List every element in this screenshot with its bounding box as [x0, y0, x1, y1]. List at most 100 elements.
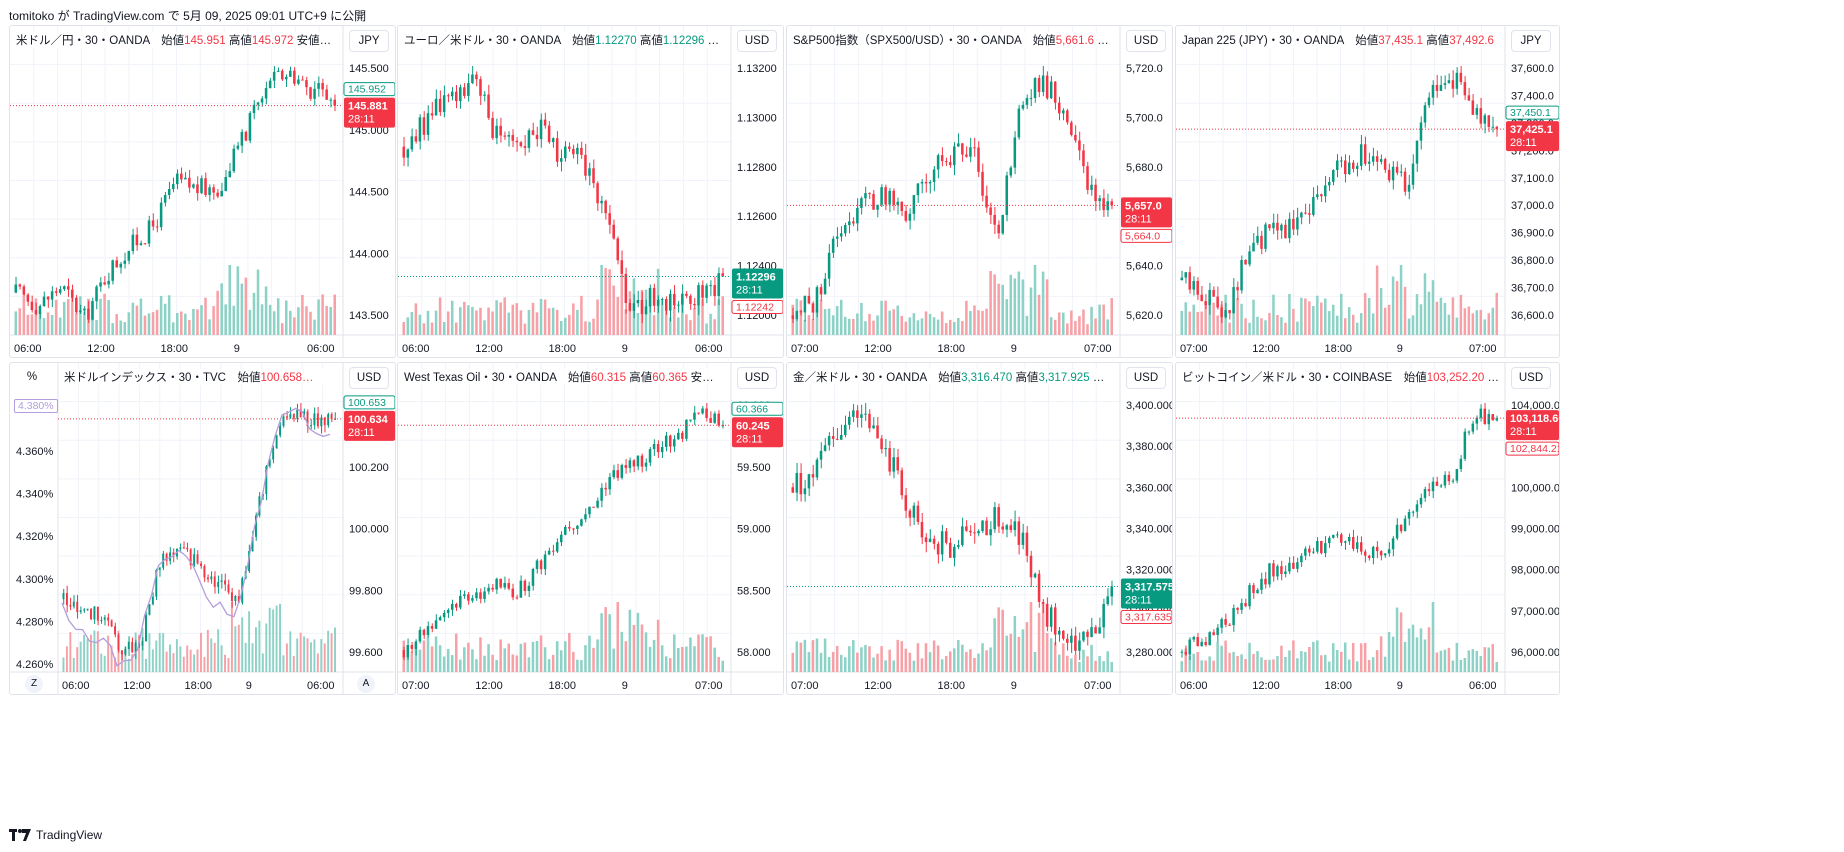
candle-body: [459, 87, 462, 102]
candle-body: [1200, 641, 1203, 647]
candle-body: [1082, 150, 1085, 167]
currency-button[interactable]: USD: [737, 30, 777, 52]
chart-plot[interactable]: 37,600.037,400.037,300.037,200.037,100.0…: [1176, 26, 1560, 358]
volume-bar: [932, 317, 936, 335]
volume-bar: [1025, 622, 1029, 672]
volume-bar: [438, 297, 442, 335]
price-axis-label: 59.000: [737, 524, 771, 536]
open-value: 103,252.20: [1426, 372, 1485, 384]
volume-bar: [1340, 651, 1343, 672]
symbol-legend[interactable]: Japan 225 (JPY)・30・OANDA 始値37,435.1 高値37…: [1182, 32, 1499, 48]
candle-body: [1320, 194, 1323, 197]
symbol-legend[interactable]: ユーロ／米ドル・30・OANDA 始値1.12270 高値1.12296 安値…: [404, 32, 725, 48]
volume-bar: [1308, 301, 1311, 335]
chart-plot[interactable]: 3,400.000 3,380.000 3,360.000 3,340.000 3,32…: [787, 363, 1173, 695]
chart-plot[interactable]: 60.00059.50059.00058.50058.00007:0012:00…: [398, 363, 784, 695]
currency-button[interactable]: USD: [1126, 367, 1166, 389]
volume-bar: [1074, 654, 1077, 672]
volume-bar: [993, 618, 996, 672]
candle-body: [961, 526, 964, 546]
symbol-legend[interactable]: 米ドルインデックス・30・TVC 始値100.658…: [64, 369, 337, 385]
volume-bar: [807, 315, 811, 335]
tradingview-footer[interactable]: TradingView: [9, 826, 102, 844]
volume-bar: [402, 322, 406, 335]
price-axis-label: 98,000.00: [1511, 565, 1560, 577]
price-axis-label: 36,700.0: [1511, 283, 1554, 295]
currency-button[interactable]: USD: [1511, 367, 1551, 389]
high-value: 1.12296: [662, 35, 705, 47]
candle-body: [317, 83, 320, 89]
candle-body: [916, 183, 920, 196]
volume-bar: [495, 660, 498, 672]
candle-body: [608, 213, 611, 225]
candle-body: [1403, 171, 1407, 192]
percent-scale-label[interactable]: %: [26, 371, 38, 383]
volume-bar: [1188, 311, 1191, 335]
volume-bar: [1228, 652, 1231, 672]
symbol-legend[interactable]: S&P500指数（SPX500/USD）・30・OANDA 始値5,661.6 …: [793, 32, 1114, 48]
chart-panel[interactable]: 100.400100.200100.00099.80099.6004.360%4…: [9, 362, 396, 695]
candle-body: [588, 506, 591, 515]
symbol-legend[interactable]: 米ドル／円・30・OANDA 始値145.951 高値145.972 安値145…: [16, 32, 337, 48]
candle-body: [1224, 619, 1227, 625]
candle-body: [446, 95, 450, 97]
last-price-value: 3,317.575: [1125, 582, 1173, 594]
chart-plot[interactable]: 145.500 145.000 144.500 144.000 143.500 06:00…: [10, 26, 396, 358]
chart-panel[interactable]: 1.13200 1.13000 1.12800 1.12600 1.12400 1.120…: [397, 25, 784, 358]
candle-body: [139, 243, 143, 246]
candle-body: [912, 505, 916, 518]
zoom-reset-button[interactable]: Z: [25, 675, 43, 693]
chart-panel[interactable]: 3,400.000 3,380.000 3,360.000 3,340.000 3,32…: [786, 362, 1173, 695]
volume-bar: [186, 645, 189, 672]
chart-panel[interactable]: 37,600.037,400.037,300.037,200.037,100.0…: [1175, 25, 1560, 358]
chart-panel[interactable]: 5,720.05,700.05,680.05,660.05,640.05,620…: [786, 25, 1173, 358]
symbol-legend[interactable]: West Texas Oil・30・OANDA 始値60.315 高値60.36…: [404, 369, 725, 385]
candle-body: [1053, 81, 1057, 103]
last-price-tag: [1506, 410, 1559, 441]
chart-panel[interactable]: 60.00059.50059.00058.50058.00007:0012:00…: [397, 362, 784, 695]
candle-body: [1090, 184, 1093, 190]
candle-body: [1049, 607, 1053, 627]
chart-plot[interactable]: 104,000.00101,000.00100,000.0099,000.009…: [1176, 363, 1560, 695]
volume-bar: [1415, 637, 1419, 672]
candle-body: [1208, 632, 1211, 646]
currency-button[interactable]: USD: [349, 367, 389, 389]
volume-bar: [1312, 305, 1315, 335]
symbol-legend[interactable]: ビットコイン／米ドル・30・COINBASE 始値103,252.20 高値: [1182, 369, 1499, 385]
volume-bar: [1220, 645, 1223, 672]
volume-bar: [1057, 654, 1061, 672]
currency-button[interactable]: USD: [1126, 30, 1166, 52]
candle-body: [265, 466, 268, 495]
chart-plot[interactable]: 5,720.05,700.05,680.05,660.05,640.05,620…: [787, 26, 1173, 358]
volume-bar: [831, 651, 835, 672]
volume-bar: [908, 317, 912, 335]
candle-body: [1256, 589, 1259, 594]
currency-button[interactable]: USD: [737, 367, 777, 389]
candle-body: [1070, 635, 1073, 643]
chart-plot[interactable]: 100.400100.200100.00099.80099.6004.360%4…: [10, 363, 396, 695]
candle-body: [213, 576, 216, 587]
volume-bar: [1264, 659, 1267, 672]
volume-bar: [555, 641, 559, 672]
volume-bar: [1224, 640, 1227, 672]
currency-button[interactable]: JPY: [1511, 30, 1551, 52]
symbol-legend[interactable]: 金／米ドル・30・OANDA 始値3,316.470 高値3,317.925 安…: [793, 369, 1114, 385]
chart-plot[interactable]: 1.132001.130001.128001.126001.124001.120…: [398, 26, 784, 358]
volume-bar: [932, 640, 936, 672]
candle-body: [1463, 431, 1467, 459]
chart-panel[interactable]: 145.500 145.000 144.500 144.000 143.500 06:00…: [9, 25, 396, 358]
candle-body: [172, 552, 175, 557]
candle-body: [835, 236, 839, 239]
time-axis-label: 06:00: [402, 343, 430, 355]
currency-button[interactable]: JPY: [349, 30, 389, 52]
volume-bar: [1212, 660, 1215, 672]
candle-body: [795, 472, 799, 493]
open-value: 145.951: [184, 35, 226, 47]
volume-bar: [321, 294, 324, 335]
volume-bar: [434, 636, 438, 672]
auto-scale-button[interactable]: A: [357, 675, 375, 693]
candle-body: [848, 221, 851, 226]
volume-bar: [1423, 273, 1427, 335]
chart-panel[interactable]: 104,000.00101,000.00100,000.0099,000.009…: [1175, 362, 1560, 695]
volume-bar: [280, 323, 284, 335]
